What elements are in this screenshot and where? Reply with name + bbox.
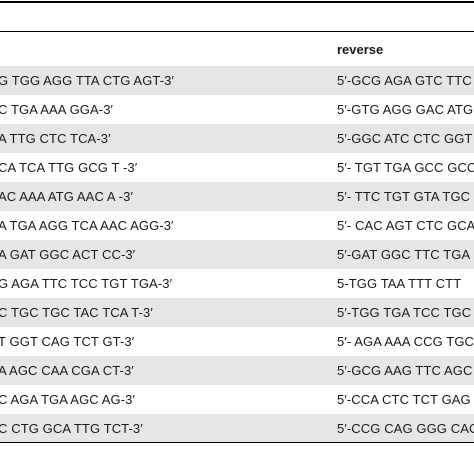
forward-primer-cell: A TGA AGG TCA AAC AGG-3′ <box>0 218 174 233</box>
table-top-rule <box>0 1 474 3</box>
table-bottom-rule <box>0 442 474 443</box>
forward-primer-cell: C TGC TGC TAC TCA T-3′ <box>0 305 153 320</box>
reverse-primer-cell: 5′- AGA AAA CCG TGC <box>337 334 474 349</box>
forward-primer-cell: A GAT GGC ACT CC-3′ <box>0 247 136 262</box>
table-row: A TGA AGG TCA AAC AGG-3′ 5′- CAC AGT CTC … <box>0 211 474 240</box>
forward-primer-cell: T GGT CAG TCT GT-3′ <box>0 334 135 349</box>
forward-primer-cell: G AGA TTC TCC TGT TGA-3′ <box>0 276 173 291</box>
forward-primer-cell: C TGA AAA GGA-3′ <box>0 102 114 117</box>
reverse-primer-cell: 5′-GCG AGA GTC TTC <box>337 73 472 88</box>
table-row: G TGG AGG TTA CTG AGT-3′ 5′-GCG AGA GTC T… <box>0 66 474 95</box>
table-row: C AGA TGA AGC AG-3′ 5′-CCA CTC TCT GAG <box>0 385 474 414</box>
reverse-primer-cell: 5′-CCA CTC TCT GAG <box>337 392 471 407</box>
reverse-primer-cell: 5′-TGG TGA TCC TGC <box>337 305 472 320</box>
forward-primer-cell: A TTG CTC TCA-3′ <box>0 131 111 146</box>
table-row: AC AAA ATG AAC A -3′ 5′- TTC TGT GTA TGC <box>0 182 474 211</box>
table-row: G AGA TTC TCC TGT TGA-3′ 5-TGG TAA TTT CT… <box>0 269 474 298</box>
reverse-primer-cell: 5′-GTG AGG GAC ATG <box>337 102 474 117</box>
reverse-primer-cell: 5′-GAT GGC TTC TGA <box>337 247 471 262</box>
table-row: CA TCA TTG GCG T -3′ 5′- TGT TGA GCC GCC <box>0 153 474 182</box>
forward-primer-cell: AC AAA ATG AAC A -3′ <box>0 189 133 204</box>
forward-primer-cell: C AGA TGA AGC AG-3′ <box>0 392 136 407</box>
table-row: C TGA AAA GGA-3′ 5′-GTG AGG GAC ATG <box>0 95 474 124</box>
table-header-rule <box>0 31 474 32</box>
table-row: T GGT CAG TCT GT-3′ 5′- AGA AAA CCG TGC <box>0 327 474 356</box>
reverse-primer-cell: 5′-CCG CAG GGG CAC <box>337 421 474 436</box>
forward-primer-cell: G TGG AGG TTA CTG AGT-3′ <box>0 73 175 88</box>
reverse-primer-cell: 5′- TGT TGA GCC GCC <box>337 160 474 175</box>
primer-table-body: G TGG AGG TTA CTG AGT-3′ 5′-GCG AGA GTC T… <box>0 66 474 443</box>
forward-primer-cell: A AGC CAA CGA CT-3′ <box>0 363 134 378</box>
reverse-primer-cell: 5′-GGC ATC CTC GGT <box>337 131 473 146</box>
reverse-primer-cell: 5′- TTC TGT GTA TGC <box>337 189 471 204</box>
reverse-primer-cell: 5′- CAC AGT CTC GCA <box>337 218 474 233</box>
reverse-primer-cell: 5′-GCG AAG TTC AGC <box>337 363 473 378</box>
reverse-column-header: reverse <box>337 42 384 57</box>
table-row: C CTG GCA TTG TCT-3′ 5′-CCG CAG GGG CAC <box>0 414 474 443</box>
reverse-primer-cell: 5-TGG TAA TTT CTT <box>337 276 462 291</box>
table-row: C TGC TGC TAC TCA T-3′ 5′-TGG TGA TCC TGC <box>0 298 474 327</box>
forward-primer-cell: C CTG GCA TTG TCT-3′ <box>0 421 143 436</box>
table-row: A GAT GGC ACT CC-3′ 5′-GAT GGC TTC TGA <box>0 240 474 269</box>
table-header-row: reverse <box>0 32 474 66</box>
forward-primer-cell: CA TCA TTG GCG T -3′ <box>0 160 138 175</box>
table-row: A AGC CAA CGA CT-3′ 5′-GCG AAG TTC AGC <box>0 356 474 385</box>
table-row: A TTG CTC TCA-3′ 5′-GGC ATC CTC GGT <box>0 124 474 153</box>
